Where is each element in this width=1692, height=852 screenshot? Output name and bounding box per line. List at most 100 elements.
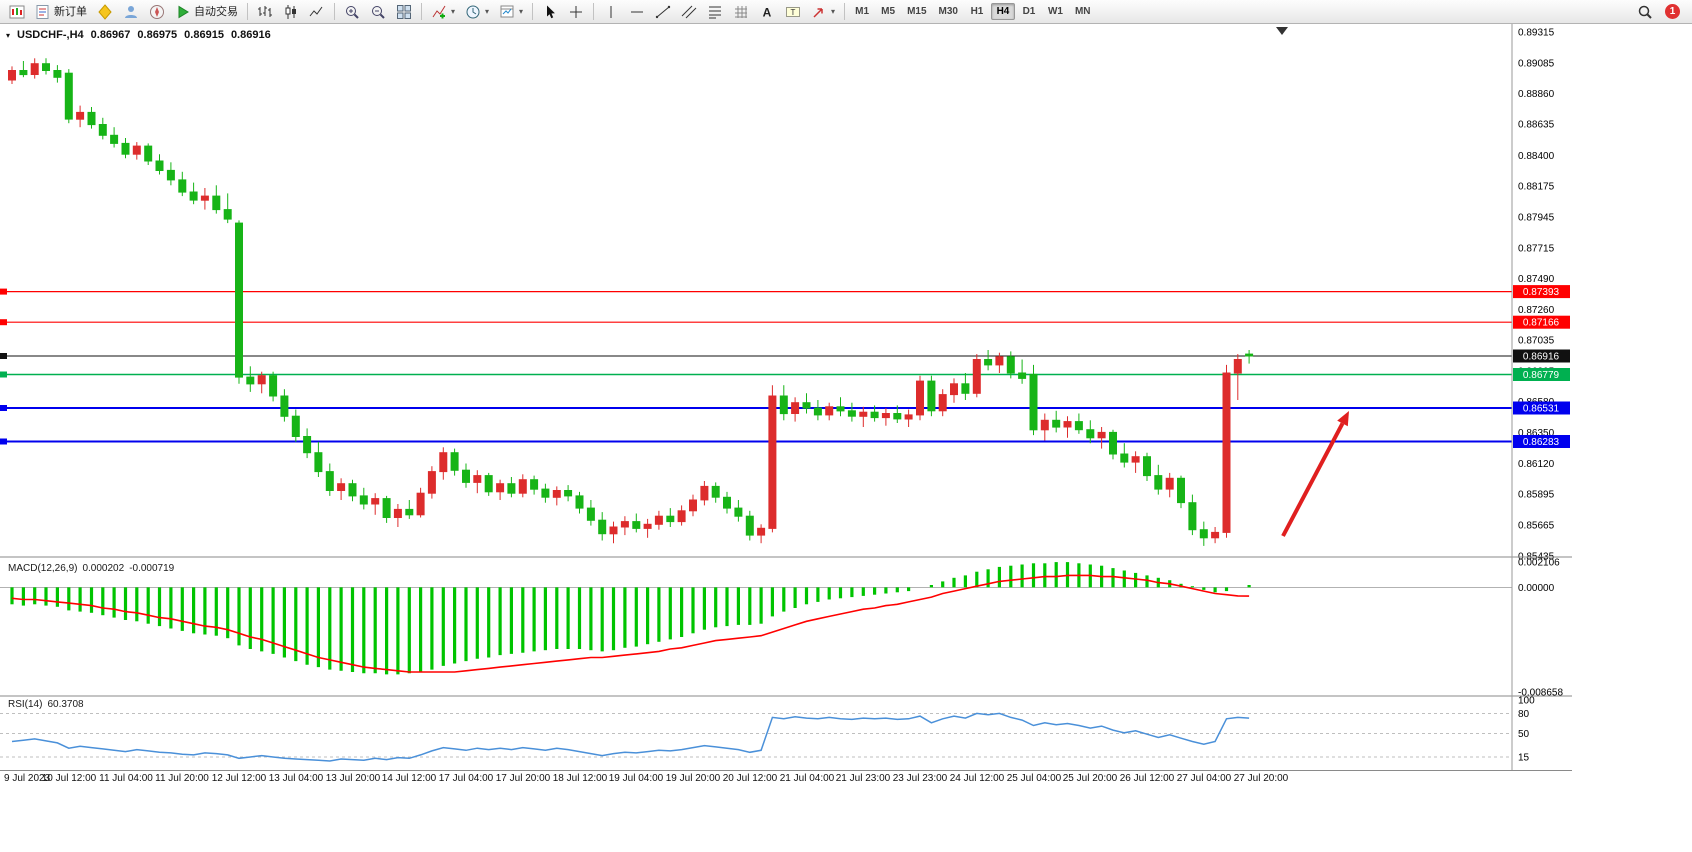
trendline-icon[interactable] xyxy=(651,1,675,23)
timeframe-m5-button[interactable]: M5 xyxy=(881,6,896,17)
text-label-icon[interactable]: T xyxy=(781,1,805,23)
svg-text:0.86916: 0.86916 xyxy=(1523,352,1560,363)
one-click-trading-toggle-icon[interactable]: ▾ xyxy=(6,30,11,40)
toolbar-right: 1 xyxy=(1632,1,1688,23)
svg-text:0.87945: 0.87945 xyxy=(1518,213,1555,224)
profile-icon[interactable] xyxy=(119,1,143,23)
time-label: 13 Jul 04:00 xyxy=(268,773,324,784)
svg-text:0.85895: 0.85895 xyxy=(1518,489,1555,500)
timeframe-h1-button[interactable]: H1 xyxy=(970,6,984,17)
toolbar-separator xyxy=(532,3,534,20)
timeframe-d1-button[interactable]: D1 xyxy=(1022,6,1036,17)
time-label: 23 Jul 23:00 xyxy=(892,773,948,784)
time-label: 9 Jul 2023 xyxy=(4,773,51,784)
chart-area: 0.89315 0.89085 0.88860 0.88635 0.88400 0.881… xyxy=(0,24,1692,786)
zoom-out-icon[interactable] xyxy=(366,1,390,23)
macd-signal-value: -0.000719 xyxy=(129,563,175,574)
horizontal-line-icon[interactable] xyxy=(625,1,649,23)
svg-text:0.86120: 0.86120 xyxy=(1518,459,1555,470)
svg-text:0.002106: 0.002106 xyxy=(1518,558,1560,569)
navigator-icon[interactable] xyxy=(145,1,169,23)
svg-text:0.88860: 0.88860 xyxy=(1518,89,1555,100)
time-label: 25 Jul 20:00 xyxy=(1062,773,1118,784)
svg-text:0.87490: 0.87490 xyxy=(1518,274,1555,285)
timeframe-h4-button[interactable]: H4 xyxy=(990,3,1015,20)
toolbar-separator xyxy=(844,3,846,20)
timeframe-mn-button[interactable]: MN xyxy=(1074,6,1091,17)
toolbar-buttons: 新订单 自动交易 ▾ ▾ ▾ A T ▾ M1 M5 M15 M30 H1 H4 D1 W1 MN xyxy=(4,0,1097,23)
macd-main-value: 0.000202 xyxy=(82,563,125,574)
time-label: 13 Jul 20:00 xyxy=(325,773,381,784)
time-label: 12 Jul 12:00 xyxy=(211,773,267,784)
symbol-period-label: USDCHF-,H4 xyxy=(17,29,84,41)
time-label: 17 Jul 20:00 xyxy=(495,773,551,784)
svg-text:0.87260: 0.87260 xyxy=(1518,305,1555,316)
toolbar-separator xyxy=(421,3,422,20)
timeframe-m15-button[interactable]: M15 xyxy=(907,6,927,17)
new-order-button[interactable]: 新订单 xyxy=(31,1,91,23)
notification-badge[interactable]: 1 xyxy=(1665,4,1680,19)
svg-text:0.00000: 0.00000 xyxy=(1518,583,1555,594)
bar-chart-icon[interactable] xyxy=(253,1,277,23)
svg-text:0.87715: 0.87715 xyxy=(1518,244,1555,255)
toolbar-separator xyxy=(593,3,595,20)
candlestick-chart-icon[interactable] xyxy=(279,1,303,23)
time-label: 17 Jul 04:00 xyxy=(438,773,494,784)
periods-icon[interactable]: ▾ xyxy=(461,1,493,23)
svg-text:0.87035: 0.87035 xyxy=(1518,335,1555,346)
svg-text:A: A xyxy=(763,5,772,19)
vertical-line-icon[interactable] xyxy=(599,1,623,23)
indicators-icon[interactable]: ▾ xyxy=(427,1,459,23)
time-label: 21 Jul 04:00 xyxy=(779,773,835,784)
svg-text:100: 100 xyxy=(1518,696,1535,707)
time-label: 20 Jul 12:00 xyxy=(722,773,778,784)
timeframe-w1-button[interactable]: W1 xyxy=(1047,6,1063,17)
time-axis[interactable]: 9 Jul 2023 10 Jul 12:00 11 Jul 04:00 11 Jul… xyxy=(0,770,1572,786)
grid-icon[interactable] xyxy=(729,1,753,23)
svg-text:0.87166: 0.87166 xyxy=(1523,318,1560,329)
rsi-name: RSI(14) xyxy=(8,699,43,710)
text-icon[interactable]: A xyxy=(755,1,779,23)
ohlc-high: 0.86975 xyxy=(137,29,178,41)
time-label: 27 Jul 04:00 xyxy=(1176,773,1232,784)
svg-text:0.88635: 0.88635 xyxy=(1518,119,1555,130)
rsi-indicator-label: RSI(14) 60.3708 xyxy=(8,699,84,710)
time-label: 19 Jul 04:00 xyxy=(608,773,664,784)
time-label: 21 Jul 23:00 xyxy=(835,773,891,784)
chart-canvas[interactable]: 0.89315 0.89085 0.88860 0.88635 0.88400 0.881… xyxy=(0,24,1572,770)
zoom-in-icon[interactable] xyxy=(340,1,364,23)
macd-indicator-label: MACD(12,26,9) 0.000202 -0.000719 xyxy=(8,563,174,574)
crosshair-icon[interactable] xyxy=(564,1,588,23)
svg-text:T: T xyxy=(791,7,796,16)
chart-title: ▾ USDCHF-,H4 0.86967 0.86975 0.86915 0.8… xyxy=(6,29,271,41)
fibonacci-icon[interactable] xyxy=(703,1,727,23)
svg-text:0.86779: 0.86779 xyxy=(1523,370,1560,381)
auto-trading-button[interactable]: 自动交易 xyxy=(171,1,242,23)
toolbar-separator xyxy=(334,3,335,20)
timeframe-m30-button[interactable]: M30 xyxy=(938,6,958,17)
time-label: 10 Jul 12:00 xyxy=(41,773,97,784)
bottom-panel xyxy=(0,786,1692,852)
svg-text:80: 80 xyxy=(1518,709,1530,720)
svg-text:50: 50 xyxy=(1518,729,1530,740)
chart-window-icon[interactable] xyxy=(5,1,29,23)
ohlc-close: 0.86916 xyxy=(230,29,271,41)
tile-windows-icon[interactable] xyxy=(392,1,416,23)
svg-text:0.89315: 0.89315 xyxy=(1518,28,1555,39)
time-label: 19 Jul 20:00 xyxy=(665,773,721,784)
time-label: 25 Jul 04:00 xyxy=(1006,773,1062,784)
rsi-value: 60.3708 xyxy=(47,699,84,710)
equidistant-channel-icon[interactable] xyxy=(677,1,701,23)
time-label: 14 Jul 12:00 xyxy=(381,773,437,784)
templates-icon[interactable]: ▾ xyxy=(495,1,527,23)
toolbar: 新订单 自动交易 ▾ ▾ ▾ A T ▾ M1 M5 M15 M30 H1 H4 D1 W1 MN 1 xyxy=(0,0,1692,24)
time-label: 26 Jul 12:00 xyxy=(1119,773,1175,784)
price-scale[interactable] xyxy=(1512,24,1572,770)
search-icon[interactable] xyxy=(1633,1,1657,23)
timeframe-m1-button[interactable]: M1 xyxy=(855,6,870,17)
line-chart-icon[interactable] xyxy=(305,1,329,23)
metaeditor-icon[interactable] xyxy=(93,1,117,23)
cursor-icon[interactable] xyxy=(538,1,562,23)
arrow-styles-icon[interactable]: ▾ xyxy=(807,1,839,23)
